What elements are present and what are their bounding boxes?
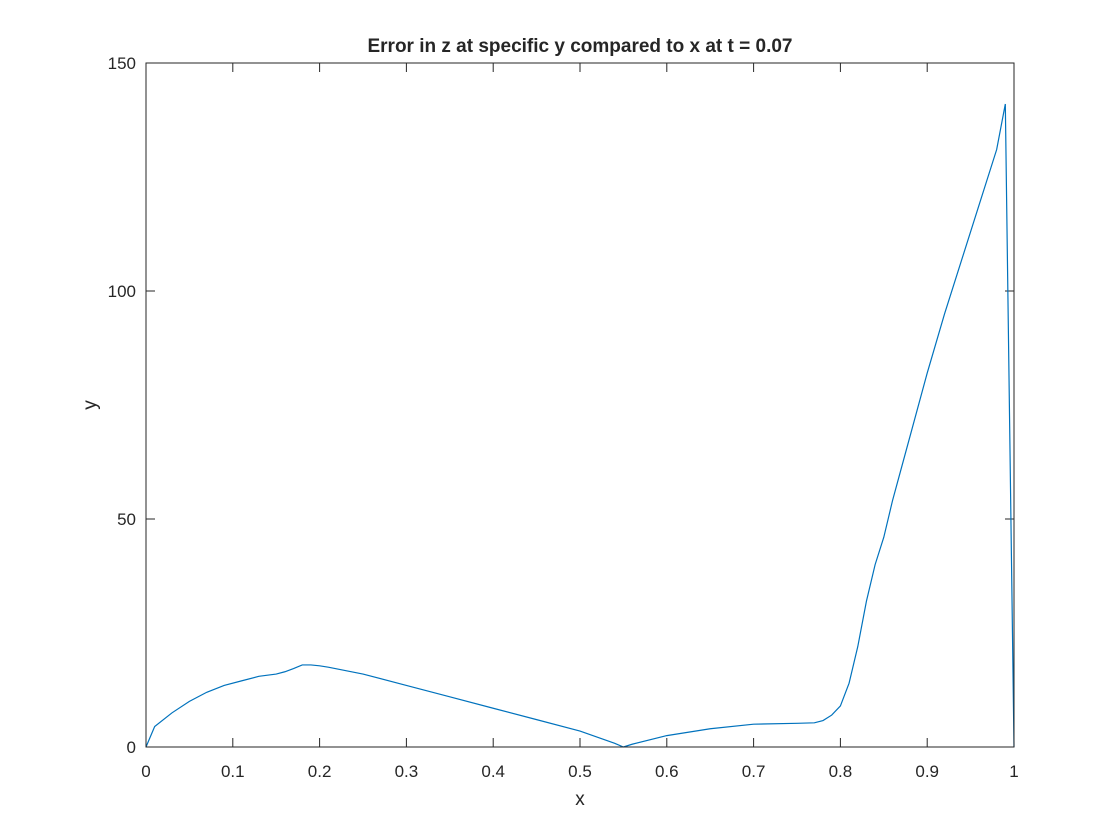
- plot-area: [146, 63, 1014, 747]
- chart-title: Error in z at specific y compared to x a…: [367, 36, 792, 57]
- x-tick-label: 0.3: [395, 762, 419, 781]
- x-tick-label: 0.8: [829, 762, 853, 781]
- x-tick-label: 0.9: [915, 762, 939, 781]
- x-tick-labels: 0 0.1 0.2 0.3 0.4 0.5 0.6 0.7 0.8 0.9 1: [141, 762, 1018, 781]
- x-tick-label: 0.7: [742, 762, 766, 781]
- x-tick-label: 0.5: [568, 762, 592, 781]
- x-tick-label: 0.4: [481, 762, 505, 781]
- x-axis-label: x: [575, 789, 585, 810]
- series-line: [145, 103, 1015, 748]
- x-tick-label: 0: [141, 762, 150, 781]
- y-axis-label: y: [80, 400, 101, 410]
- y-tick-labels: 0 50 100 150: [108, 54, 136, 757]
- x-tick-label: 0.6: [655, 762, 679, 781]
- x-tick-label: 0.1: [221, 762, 245, 781]
- x-tick-label: 0.2: [308, 762, 332, 781]
- y-tick-label: 100: [108, 282, 136, 301]
- y-tick-label: 0: [127, 738, 136, 757]
- y-tick-label: 50: [117, 510, 136, 529]
- y-tick-label: 150: [108, 54, 136, 73]
- x-tick-label: 1: [1009, 762, 1018, 781]
- axes-box: [145, 62, 1015, 748]
